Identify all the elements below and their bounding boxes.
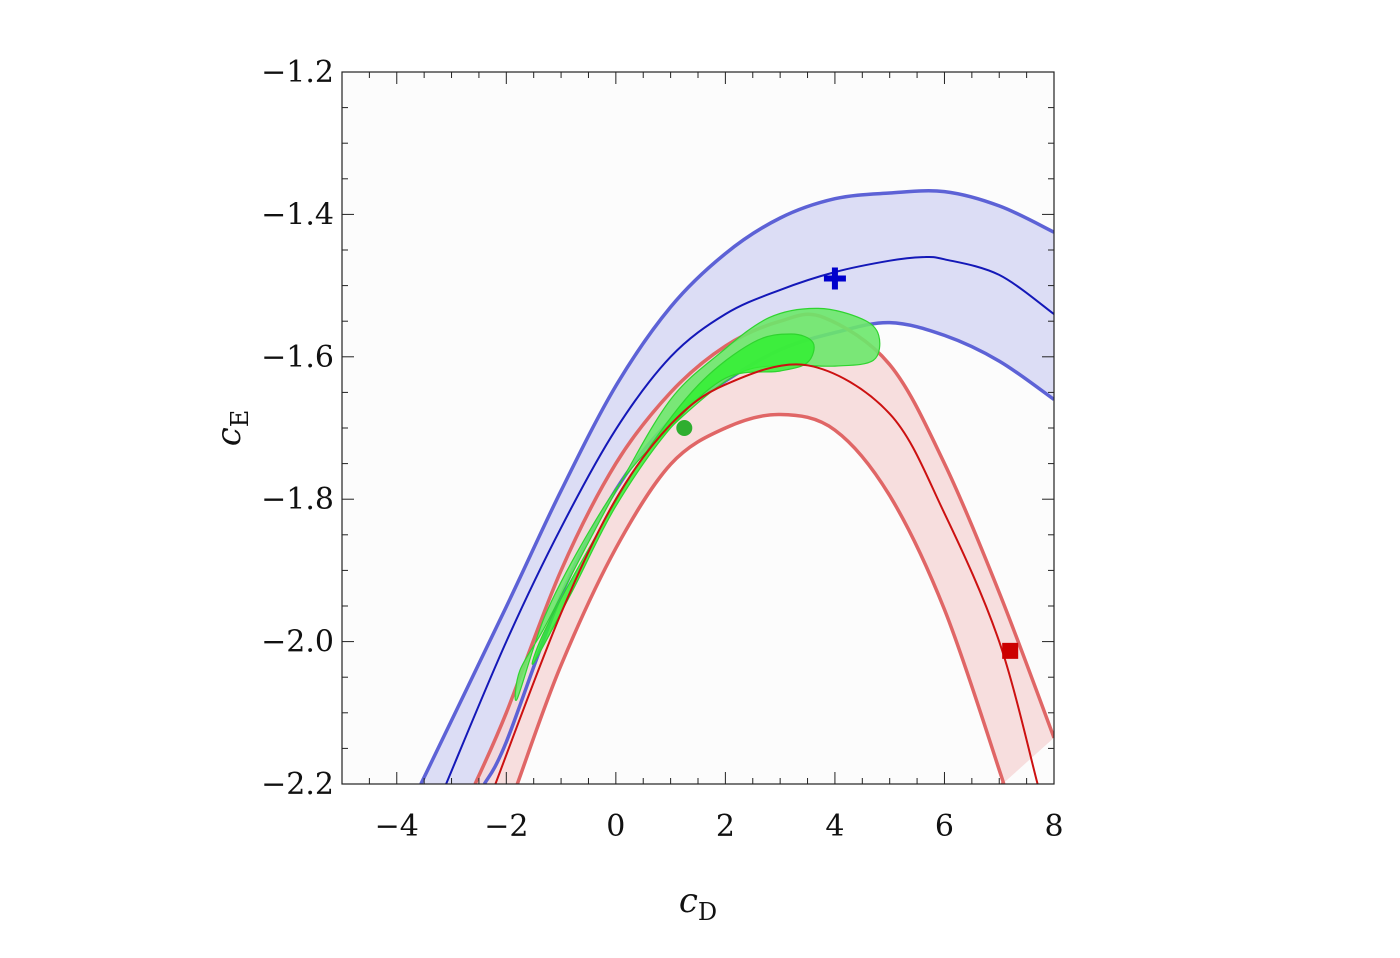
x-tick-label: 0 [606,809,625,844]
blue-center-line [445,255,1054,784]
red-center-line [494,363,1039,784]
x-tick-label: 6 [935,809,954,844]
y-axis-label-subscript: E [226,410,254,428]
x-tick-label: −4 [375,809,419,844]
bands-layer [419,189,1054,784]
blue-band-fill [420,190,1054,784]
markers-layer [676,267,1019,659]
x-axis-label: cD [679,881,717,926]
y-tick-label: −2.0 [261,625,334,660]
x-tick-label: 2 [716,809,735,844]
circle-marker [676,420,693,436]
y-tick-label: −1.2 [261,55,334,90]
y-tick-label: −1.4 [261,197,334,232]
y-tick-label: −1.6 [261,340,334,375]
x-axis-label-subscript: D [698,898,717,926]
x-tick-label: 4 [825,809,844,844]
plus-marker [823,267,846,290]
square-marker [1002,642,1019,659]
y-tick-label: −1.8 [261,482,334,517]
x-tick-label: 8 [1044,809,1063,844]
ticks-layer: −4 −2 0 2 4 6 8 −2.2 −2.0 −1.8 −1.6 −1.4 −1.2 [261,55,1063,844]
red-band-fill [475,314,1054,784]
y-axis-label: cE [209,410,254,447]
x-tick-label: −2 [484,809,528,844]
red-lower-line [515,412,1006,784]
blue-upper-line [419,189,1054,784]
x-axis-label-main: c [679,881,698,921]
y-axis-label-main: c [209,427,249,446]
y-tick-label: −2.2 [261,767,334,802]
